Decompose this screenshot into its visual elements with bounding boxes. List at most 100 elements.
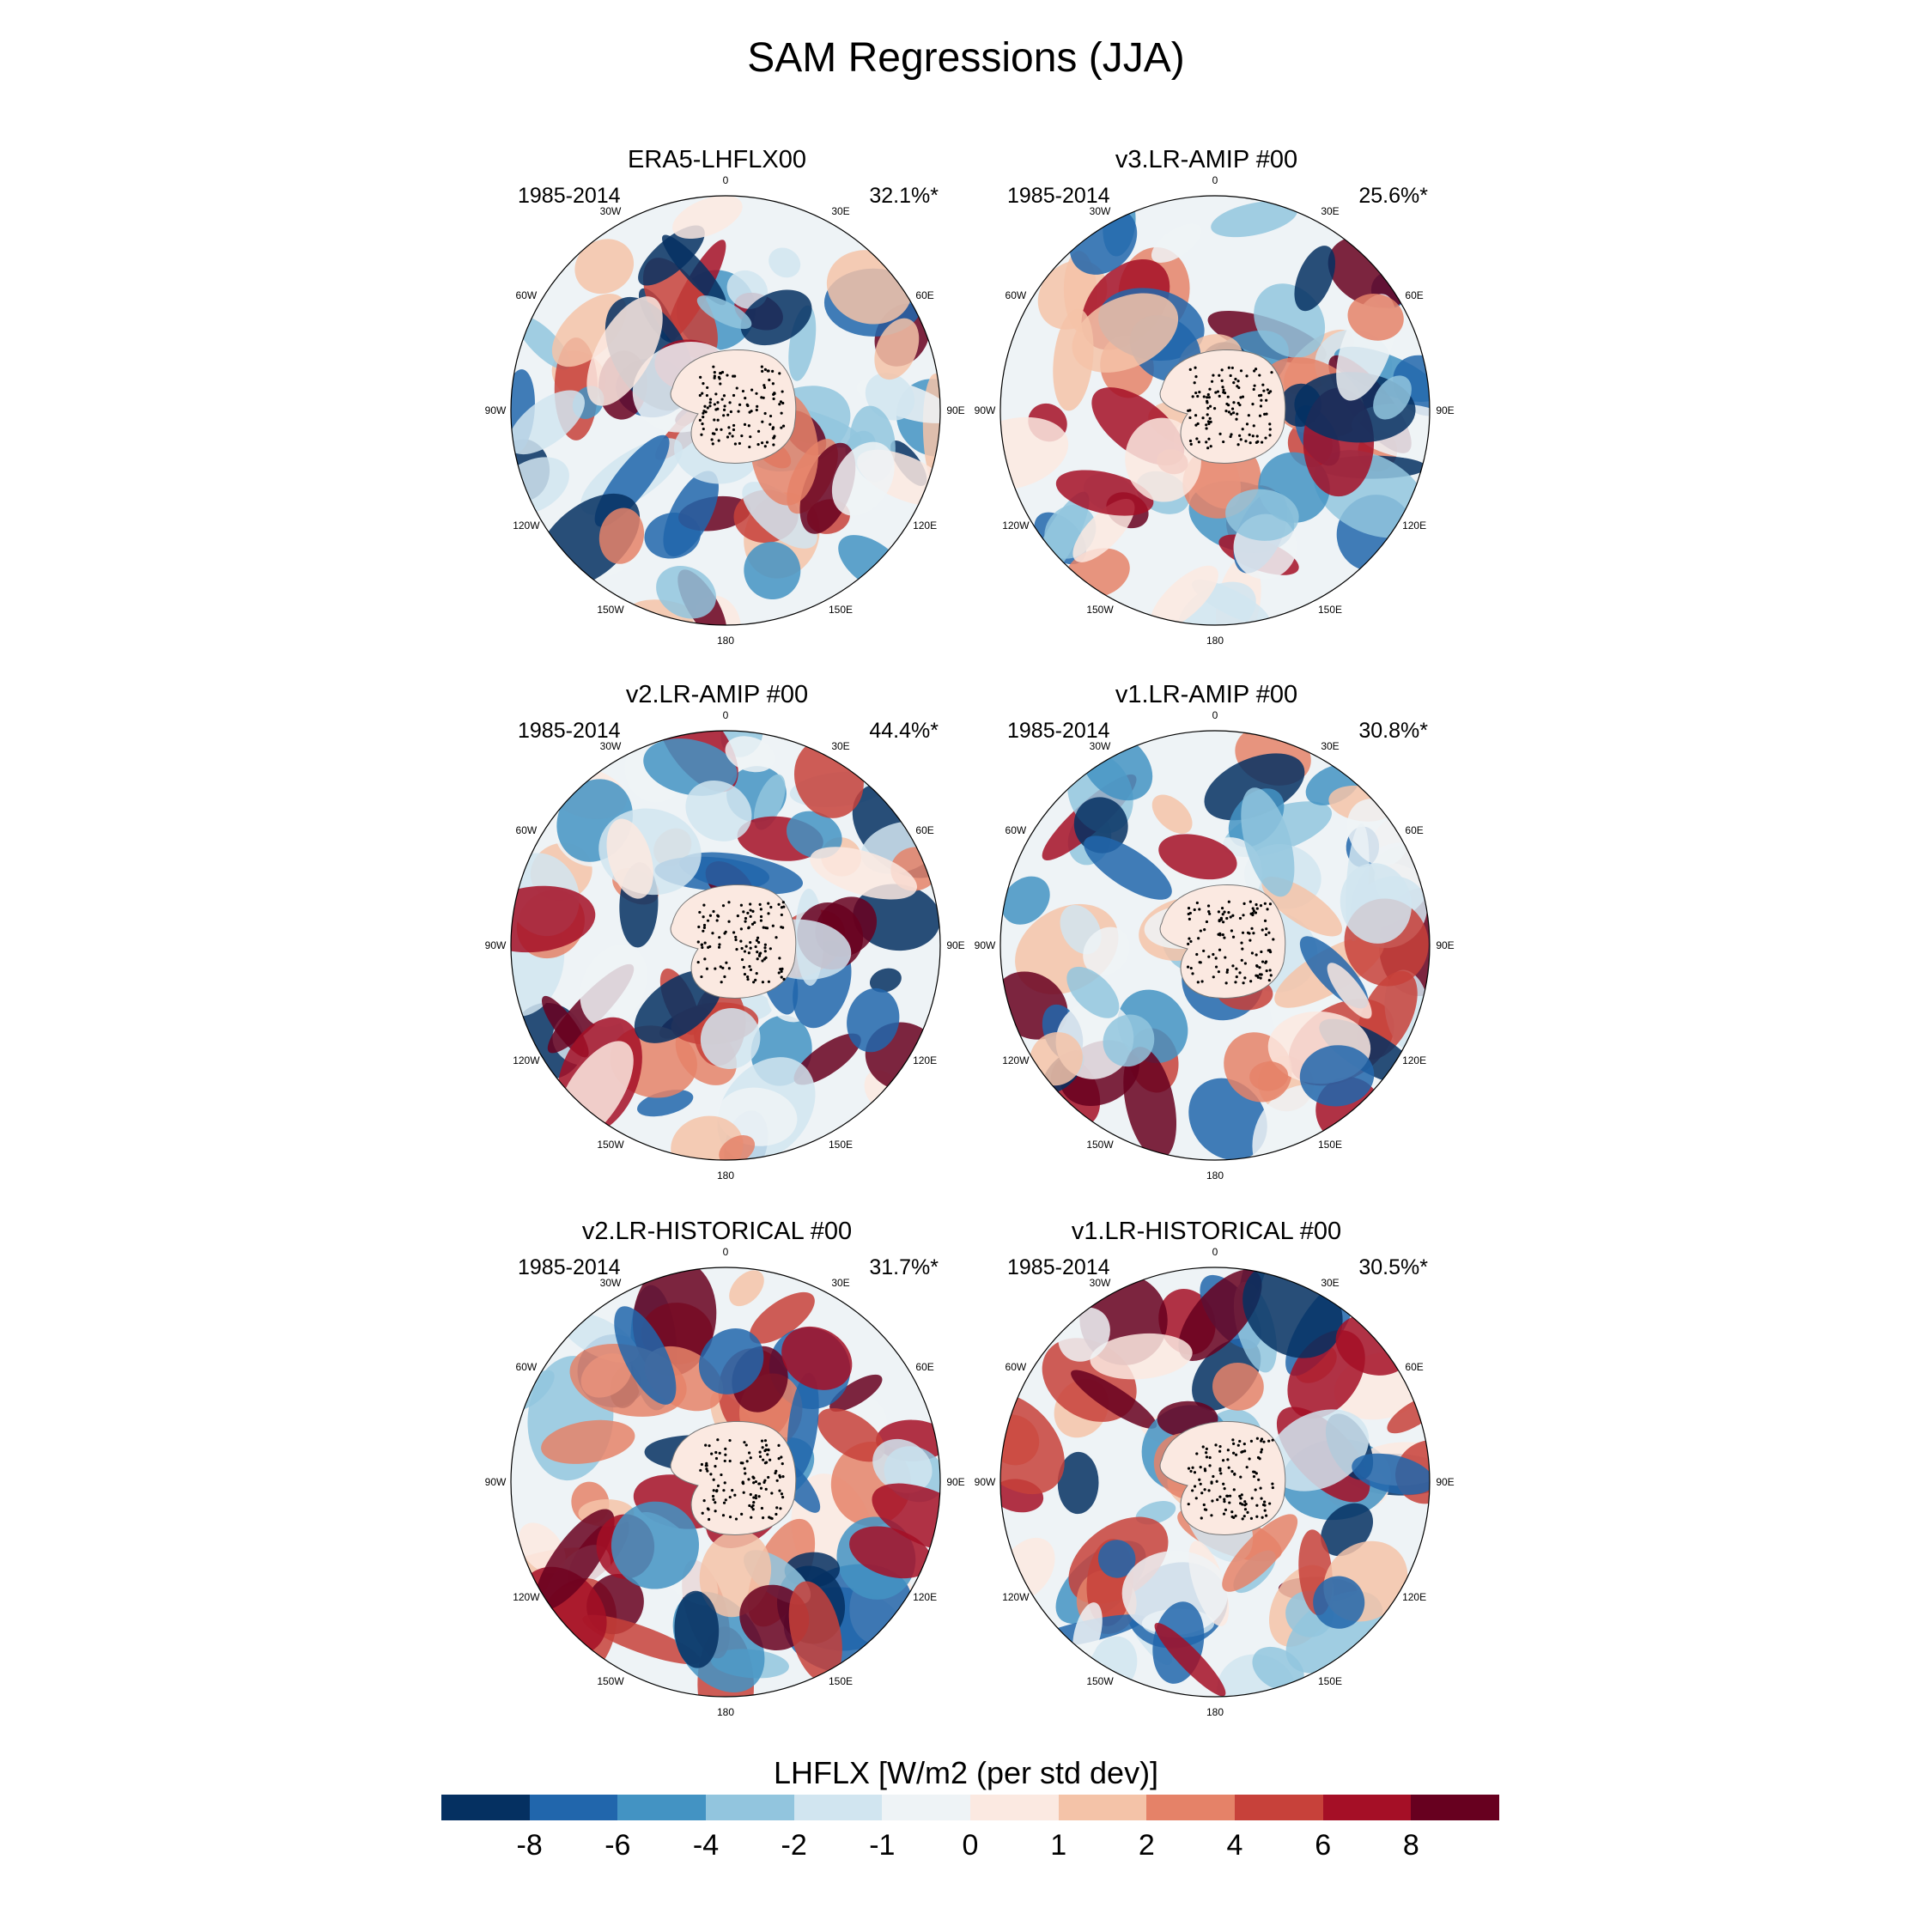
longitude-label: 90W: [484, 939, 507, 951]
significance-dot: [732, 931, 736, 934]
significance-dot: [1195, 952, 1199, 957]
significance-dot: [722, 408, 726, 411]
significance-dot: [1267, 931, 1271, 934]
significance-dot: [1230, 412, 1233, 416]
significance-dot: [717, 439, 720, 442]
significance-dot: [753, 920, 756, 924]
longitude-label: 90E: [1436, 939, 1455, 951]
longitude-label: 120W: [1002, 1591, 1030, 1603]
anomaly-blob: [1340, 863, 1412, 944]
significance-dot: [755, 408, 758, 412]
significance-dot: [702, 903, 706, 907]
significance-dot: [1214, 391, 1218, 394]
significance-dot: [742, 1491, 745, 1494]
significance-dot: [1234, 1453, 1238, 1456]
longitude-label: 150E: [1317, 1139, 1343, 1151]
significance-dot: [743, 972, 747, 976]
anomaly-blob: [786, 811, 842, 859]
significance-dot: [731, 434, 734, 438]
significance-dot: [1208, 1464, 1212, 1467]
significance-dot: [1232, 381, 1236, 385]
significance-dot: [1193, 908, 1196, 912]
anomaly-blob: [663, 471, 719, 557]
significance-dot: [720, 981, 723, 984]
panel-title: v1.LR-HISTORICAL #00: [1071, 1218, 1342, 1245]
longitude-label: 30W: [599, 204, 622, 217]
longitude-label: 150E: [828, 1675, 854, 1688]
anomaly-blob: [698, 1328, 764, 1394]
significance-dot: [746, 404, 750, 408]
map-panel: v2.LR-AMIP #00 1985-2014 44.4%* 0 30E 60E 90E 1…: [477, 681, 965, 1182]
significance-dot: [1261, 1516, 1264, 1519]
significance-dot: [707, 1508, 710, 1511]
anomaly-blob: [1313, 1576, 1365, 1629]
significance-dot: [1199, 1482, 1202, 1485]
significance-dot: [739, 903, 743, 907]
significance-dot: [728, 1495, 732, 1499]
significance-dot: [715, 1489, 719, 1492]
significance-dot: [772, 443, 775, 447]
significance-dot: [1218, 948, 1222, 951]
longitude-label: 120E: [913, 1591, 938, 1603]
significance-dot: [738, 441, 741, 446]
longitude-label: 0: [722, 1246, 729, 1258]
significance-dot: [1249, 1516, 1254, 1520]
significance-dot: [1194, 414, 1198, 417]
longitude-label: 30W: [599, 739, 622, 752]
significance-dot: [702, 1498, 706, 1503]
significance-dot: [754, 1494, 757, 1498]
significance-dot: [742, 910, 745, 914]
longitude-label: 180: [1206, 635, 1224, 647]
significance-dot: [724, 1453, 727, 1456]
significance-dot: [1272, 938, 1275, 941]
significance-dot: [1221, 1459, 1225, 1462]
significance-dot: [760, 1439, 764, 1443]
anomaly-blob: [574, 239, 635, 295]
colorbar-swatch: [1146, 1795, 1236, 1820]
significance-dot: [754, 1479, 758, 1484]
significance-dot: [759, 914, 763, 919]
significance-dot: [705, 1467, 708, 1471]
significance-dot: [777, 971, 781, 975]
significance-dot: [1188, 439, 1193, 443]
significance-dot: [1249, 980, 1253, 983]
anomaly-blob: [787, 1372, 819, 1478]
significance-dot: [716, 418, 720, 422]
significance-dot: [1258, 973, 1262, 976]
colorbar-swatch: [793, 1795, 883, 1820]
antarctica-outline: [1159, 1421, 1286, 1535]
significance-dot: [756, 936, 760, 939]
significance-dot: [1239, 369, 1243, 373]
anomaly-blob: [511, 885, 596, 953]
colorbar-title: LHFLX [W/m2 (per std dev)]: [773, 1755, 1159, 1790]
significance-dot: [711, 442, 714, 446]
anomaly-blob: [788, 1581, 842, 1683]
significance-dot: [1206, 392, 1210, 397]
significance-dot: [778, 1489, 781, 1492]
significance-dot: [722, 1501, 726, 1504]
anomaly-blob: [1373, 375, 1412, 420]
anomaly-blob: [1178, 1269, 1262, 1361]
colorbar-tick-label: -2: [781, 1829, 807, 1862]
significance-dot: [714, 1501, 717, 1504]
longitude-label: 180: [716, 1170, 735, 1182]
significance-dot: [696, 940, 700, 944]
significance-dot: [1231, 964, 1235, 968]
significance-dot: [1268, 1502, 1272, 1505]
significance-dot: [1261, 383, 1265, 386]
significance-dot: [775, 1506, 779, 1510]
significance-dot: [1188, 368, 1192, 371]
significance-dot: [1255, 902, 1258, 907]
significance-dot: [714, 392, 718, 396]
anomaly-blob: [1222, 1514, 1298, 1592]
significance-dot: [710, 438, 714, 441]
longitude-label: 90W: [484, 404, 507, 416]
colorbar: [441, 1795, 1500, 1820]
significance-dot: [727, 967, 731, 970]
significance-dot: [727, 426, 731, 429]
significance-dot: [755, 392, 758, 395]
significance-dot: [1265, 927, 1268, 931]
longitude-label: 120E: [1402, 519, 1427, 532]
panel-title: ERA5-LHFLX00: [628, 146, 806, 173]
significance-dot: [759, 908, 762, 911]
